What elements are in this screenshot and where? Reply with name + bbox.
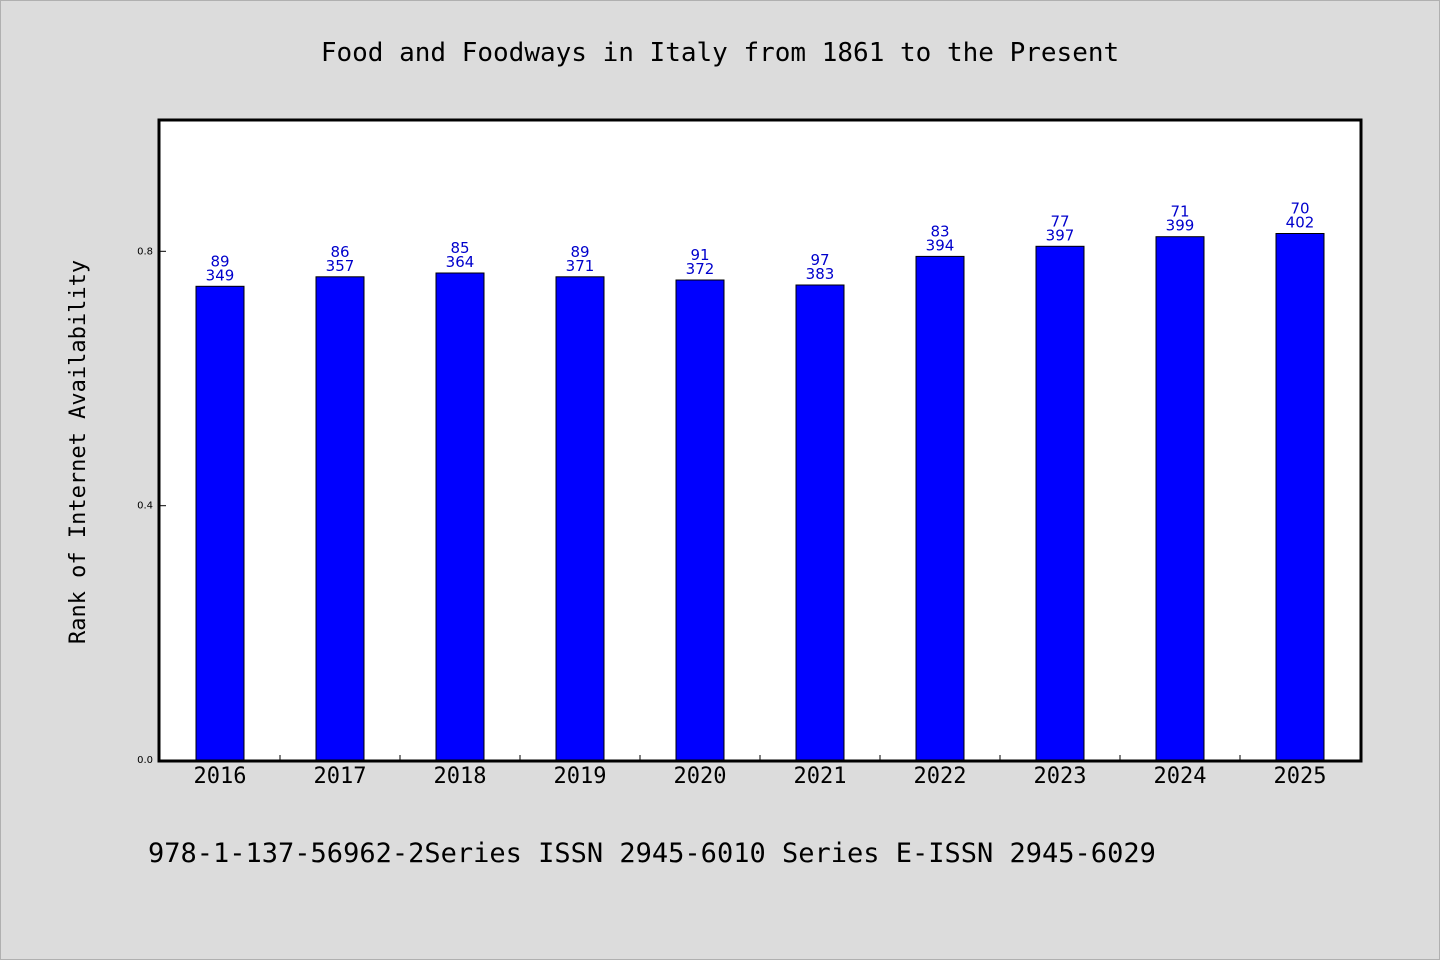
y-axis-label: Rank of Internet Availability: [66, 260, 91, 644]
x-tick-label-2019: 2019: [554, 764, 607, 789]
footer-isbn-issn: 978-1-137-56962-2Series ISSN 2945-6010 S…: [148, 838, 1156, 869]
bar-2022: [915, 255, 965, 761]
bar-label-top-2020: 91: [690, 246, 709, 264]
x-tick-label-2018: 2018: [434, 764, 487, 789]
chart-title: Food and Foodways in Italy from 1861 to …: [321, 38, 1119, 68]
bar-label-top-2024: 71: [1170, 203, 1189, 221]
bar-label-bottom-2019: 371: [566, 257, 595, 275]
bar-label-bottom-2017: 357: [326, 257, 355, 275]
bar-label-bottom-2023: 397: [1046, 226, 1075, 244]
bar-2021: [795, 284, 845, 761]
bar-label-bottom-2022: 394: [926, 236, 955, 254]
bar-label-top-2018: 85: [450, 239, 469, 257]
bar-label-bottom-2021: 383: [806, 265, 835, 283]
bar-label-top-2016: 89: [210, 252, 229, 270]
y-tick-label-0.4: 0.4: [137, 501, 153, 512]
x-axis-ticks: 2016 2017 2018 2019 2020 2021 2022 2023 2024 2025: [194, 755, 1327, 789]
bar-label-bottom-2016: 349: [206, 266, 235, 284]
bar-label-top-2021: 97: [810, 251, 829, 269]
x-tick-label-2020: 2020: [674, 764, 727, 789]
bars-layer: [195, 233, 1325, 761]
y-axis-ticks: 0.0 0.4 0.8: [137, 246, 166, 766]
bar-label-top-2019: 89: [570, 243, 589, 261]
bar-2023: [1035, 245, 1085, 761]
bar-label-top-2017: 86: [330, 243, 349, 261]
bar-label-bottom-2025: 402: [1286, 214, 1315, 232]
bar-2020: [675, 279, 725, 761]
y-tick-label-0.0: 0.0: [137, 755, 153, 766]
bar-2019: [555, 276, 605, 761]
bar-label-top-2022: 83: [930, 222, 949, 240]
bar-2024: [1155, 236, 1205, 761]
x-tick-label-2022: 2022: [914, 764, 967, 789]
x-tick-label-2017: 2017: [314, 764, 367, 789]
x-tick-label-2024: 2024: [1154, 764, 1207, 789]
bar-2017: [315, 276, 365, 761]
bar-label-bottom-2020: 372: [686, 260, 715, 278]
bar-label-top-2023: 77: [1050, 212, 1069, 230]
bar-2018: [435, 272, 485, 761]
y-tick-label-0.8: 0.8: [137, 246, 153, 257]
bar-2025: [1275, 233, 1325, 761]
x-tick-label-2021: 2021: [794, 764, 847, 789]
bar-label-bottom-2024: 399: [1166, 217, 1195, 235]
x-tick-label-2023: 2023: [1034, 764, 1087, 789]
bar-label-top-2025: 70: [1290, 200, 1309, 218]
bar-2016: [195, 285, 245, 761]
x-tick-label-2016: 2016: [194, 764, 247, 789]
x-tick-label-2025: 2025: [1274, 764, 1327, 789]
bar-label-bottom-2018: 364: [446, 253, 475, 271]
